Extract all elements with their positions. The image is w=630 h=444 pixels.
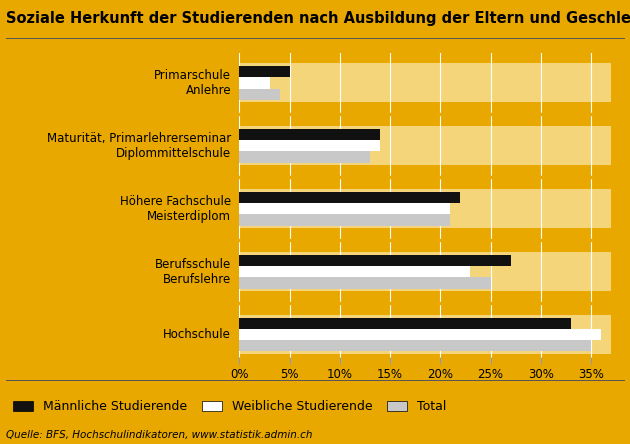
Bar <box>239 77 270 88</box>
Bar <box>239 277 491 289</box>
Bar <box>239 151 370 163</box>
Bar <box>239 254 511 266</box>
Bar <box>239 266 471 277</box>
Bar <box>239 129 380 140</box>
Bar <box>239 192 461 203</box>
Bar <box>239 63 611 103</box>
Text: Quelle: BFS, Hochschulindikatoren, www.statistik.admin.ch: Quelle: BFS, Hochschulindikatoren, www.s… <box>6 429 313 440</box>
Bar <box>239 140 380 151</box>
Legend: Männliche Studierende, Weibliche Studierende, Total: Männliche Studierende, Weibliche Studier… <box>13 400 447 413</box>
Bar <box>239 252 611 291</box>
Text: Soziale Herkunft der Studierenden nach Ausbildung der Eltern und Geschlecht, 199: Soziale Herkunft der Studierenden nach A… <box>6 11 630 26</box>
Bar <box>239 126 611 165</box>
Bar <box>239 340 591 352</box>
Bar <box>239 203 450 214</box>
Bar <box>239 315 611 354</box>
Bar <box>239 88 280 100</box>
Bar <box>239 214 450 226</box>
Bar <box>239 66 290 77</box>
Bar <box>239 317 571 329</box>
Bar <box>239 329 601 340</box>
Bar <box>239 189 611 228</box>
